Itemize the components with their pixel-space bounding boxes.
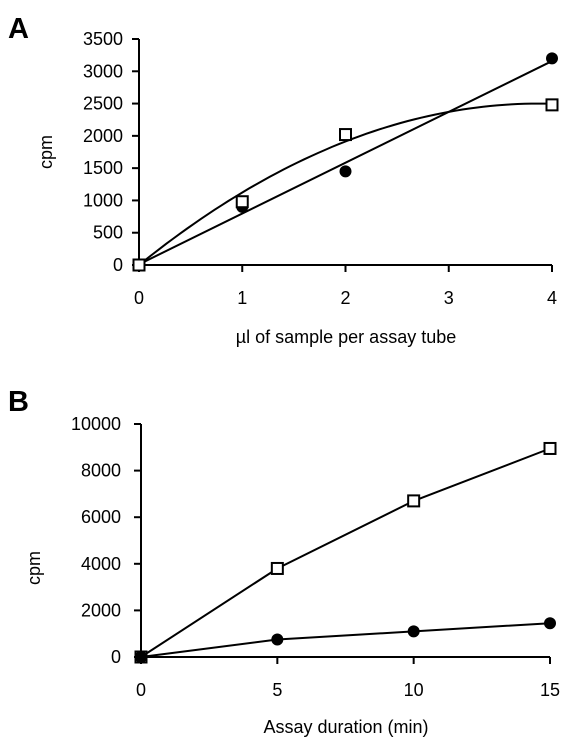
panel-a-x-tick-label: 2 xyxy=(340,288,350,308)
panel-a-point-square xyxy=(545,98,559,112)
panel-a-y-tick-label: 1500 xyxy=(83,158,123,178)
panel-b-y-axis-title: cpm xyxy=(24,551,44,585)
panel-a-y-tick-label: 2500 xyxy=(83,94,123,114)
panel-b-letter: B xyxy=(8,386,29,418)
panel-a-y-tick-label: 500 xyxy=(93,223,123,243)
panel-a-y-tick-label: 1000 xyxy=(83,190,123,210)
panel-b-point-square xyxy=(407,494,421,508)
panel-b-y-tick-label: 6000 xyxy=(81,507,121,527)
panel-a-point-square xyxy=(132,258,146,272)
panel-b-point-circle xyxy=(271,633,284,646)
panel-a-plot: 0 500 1000 1500 2000 2500 3000 3500 0 1 2 3 4 xyxy=(83,29,559,308)
panel-b-point-circle xyxy=(135,651,147,663)
panel-a-y-tick-label: 3000 xyxy=(83,61,123,81)
panel-b-y-tick-label: 8000 xyxy=(81,461,121,481)
panel-b-point-circle xyxy=(407,625,420,638)
panel-b-plot: 0 2000 4000 6000 8000 10000 0 5 10 15 xyxy=(71,414,560,700)
panel-b-y-tick-label: 2000 xyxy=(81,600,121,620)
panel-a-x-axis-title: µl of sample per assay tube xyxy=(236,327,456,347)
panel-b-point-square xyxy=(543,441,557,455)
panel-b-x-tick-label: 15 xyxy=(540,680,560,700)
panel-b-x-tick-label: 5 xyxy=(272,680,282,700)
panel-b-x-tick-label: 0 xyxy=(136,680,146,700)
panel-a-series-circle-fit-line xyxy=(138,60,553,266)
panel-a-x-tick-label: 3 xyxy=(444,288,454,308)
panel-a-series-square-fit-curve xyxy=(138,102,553,266)
panel-b-point-circle xyxy=(544,617,556,630)
panel-a-point-square xyxy=(235,195,249,209)
panel-b-y-tick-label: 4000 xyxy=(81,554,121,574)
panel-a-point-square xyxy=(339,128,352,142)
panel-a-letter: A xyxy=(8,13,29,45)
panel-b-x-axis-title: Assay duration (min) xyxy=(263,717,428,737)
panel-b-series-circle-line xyxy=(140,622,551,658)
panel-b-point-square xyxy=(270,561,284,575)
panel-a-y-tick-label: 3500 xyxy=(83,29,123,49)
panel-a-x-tick-label: 1 xyxy=(237,288,247,308)
panel-a-point-circle xyxy=(339,165,352,178)
panel-a-x-tick-label: 0 xyxy=(134,288,144,308)
panel-b-y-tick-label: 0 xyxy=(111,647,121,667)
panel-a-y-tick-label: 2000 xyxy=(83,126,123,146)
panel-a-y-axis-title: cpm xyxy=(36,135,56,169)
panel-b: B 0 2000 4000 6000 8000 10000 0 5 10 15 Assay dur… xyxy=(8,386,560,737)
panel-b-series-square-line xyxy=(140,447,551,658)
panel-a: A 0 500 1000 1500 2000 2500 3000 3500 0 1 2 3 4 µl o… xyxy=(8,13,559,347)
panel-b-x-tick-label: 10 xyxy=(404,680,424,700)
panel-b-y-tick-label: 10000 xyxy=(71,414,121,434)
panel-a-point-circle xyxy=(546,52,558,65)
panel-a-x-tick-label: 4 xyxy=(547,288,557,308)
panel-a-y-tick-label: 0 xyxy=(113,255,123,275)
